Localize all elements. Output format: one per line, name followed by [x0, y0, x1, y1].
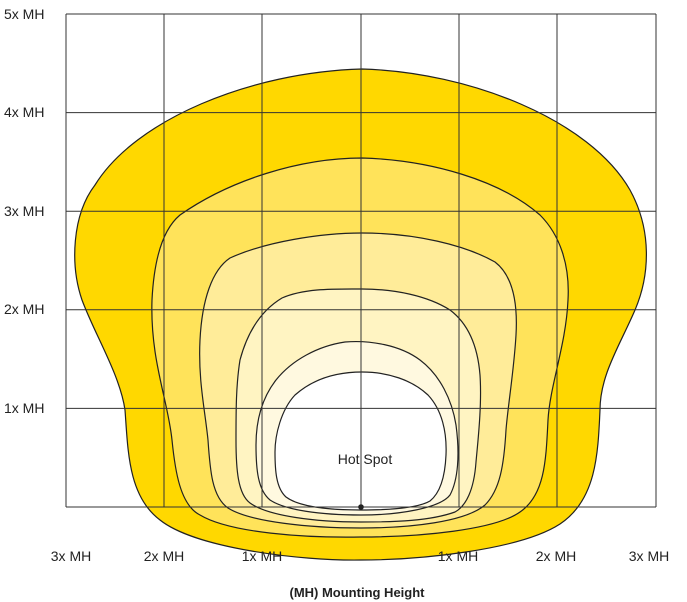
y-tick-label: 4x MH	[4, 104, 44, 120]
x-tick-label: 3x MH	[51, 548, 91, 564]
hotspot-label: Hot Spot	[338, 451, 393, 467]
y-tick-label: 2x MH	[4, 301, 44, 317]
hotspot-marker	[358, 504, 364, 510]
x-tick-label: 3x MH	[629, 548, 669, 564]
x-tick-label: 2x MH	[536, 548, 576, 564]
y-tick-label: 3x MH	[4, 203, 44, 219]
x-axis-labels: 3x MH 2x MH 1x MH 1x MH 2x MH 3x MH	[51, 548, 669, 564]
x-tick-label: 2x MH	[144, 548, 184, 564]
x-tick-label: 1x MH	[438, 548, 478, 564]
caption: (MH) Mounting Height	[289, 585, 425, 600]
y-axis-labels: 5x MH 4x MH 3x MH 2x MH 1x MH	[4, 6, 44, 416]
x-tick-label: 1x MH	[242, 548, 282, 564]
y-tick-label: 5x MH	[4, 6, 44, 22]
y-tick-label: 1x MH	[4, 400, 44, 416]
